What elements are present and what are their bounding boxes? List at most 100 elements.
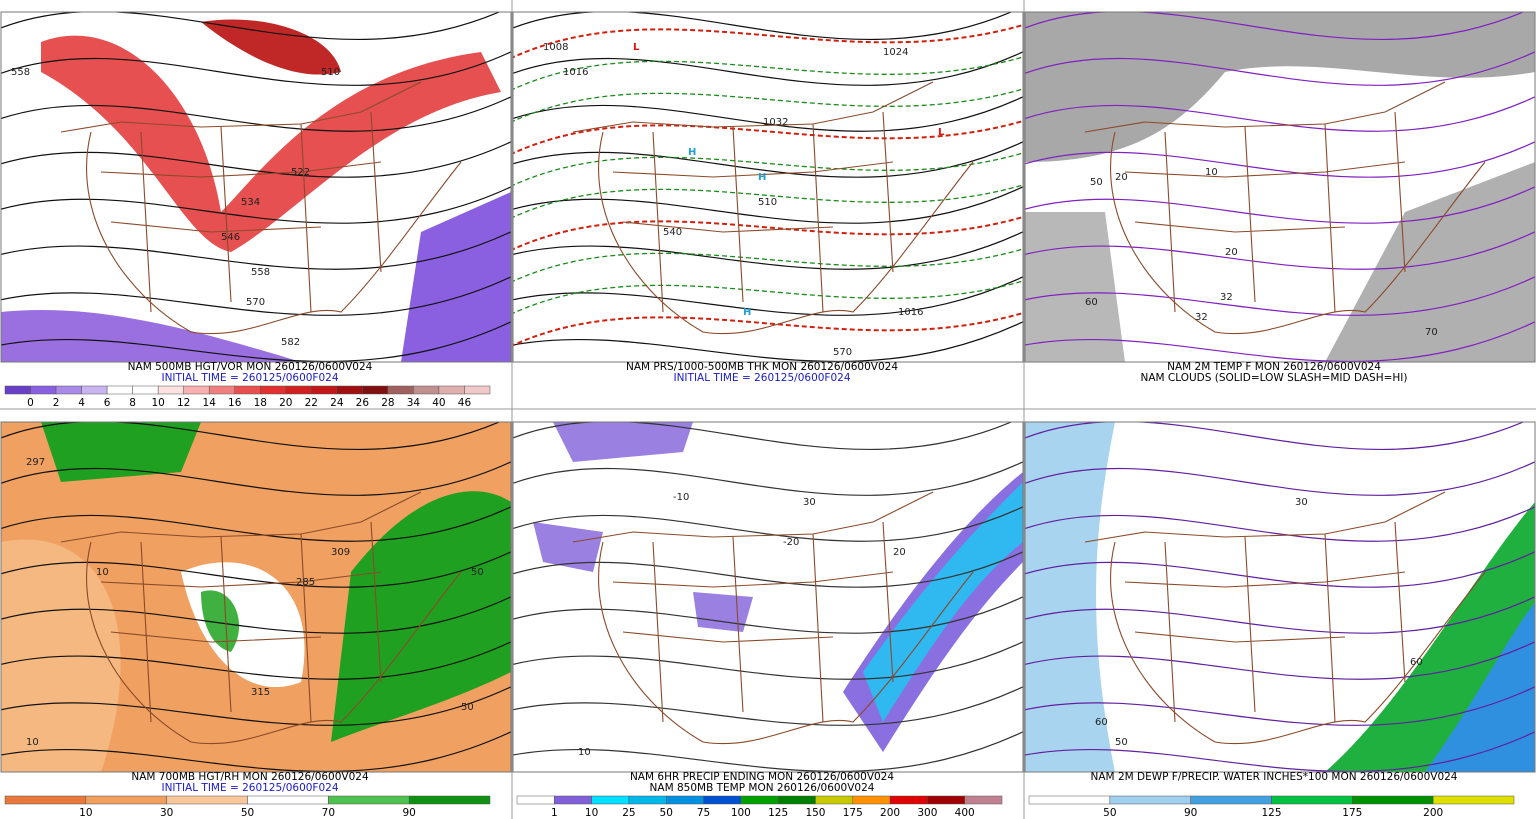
contour-label: 285 [296,577,315,588]
colorbar-swatch [740,795,779,805]
colorbar-label: 150 [805,807,825,819]
colorbar-label: 70 [322,807,335,819]
contour [1025,275,1535,316]
contour-label: 50 [471,567,484,578]
contour-label: 1008 [543,42,568,53]
colorbar-swatch [1352,795,1434,805]
colorbar-swatch [387,385,414,395]
colorbar-swatch [1271,795,1353,805]
thickness-contour [513,280,1023,315]
colorbar-swatch [516,795,555,805]
contour-label: 50 [461,702,474,713]
colorbar-label: 18 [254,397,267,409]
colorbar-swatch [889,795,928,805]
caption: NAM 2M DEWP F/PRECIP. WATER INCHES*100 M… [1091,771,1458,783]
contour [1,640,511,680]
contour [1025,50,1535,86]
colorbar-swatch [413,385,440,395]
colorbar-swatch [703,795,742,805]
caption: NAM PRS/1000-500MB THK MON 260126/0600V0… [626,361,898,373]
colorbar-swatch [30,385,57,395]
contour [513,95,1023,132]
contour [1,275,511,316]
contour-label: 534 [241,197,260,208]
contour [1,460,511,496]
caption: INITIAL TIME = 260125/0600F024 [161,782,338,794]
contour-label: -20 [783,537,799,548]
colorbar-swatch [1028,795,1111,805]
colorbar-label: 90 [1184,807,1197,819]
colorbar-swatch [438,385,465,395]
contour-label: 315 [251,687,270,698]
contour [1025,12,1525,41]
contour [1,95,511,132]
contour [513,12,1013,41]
contour [513,640,1023,680]
colorbar-label: 50 [1103,807,1116,819]
contour-label: -10 [673,492,689,503]
panel: 297 285 309 315 10 50 50 10 [0,421,512,773]
colorbar-label: 22 [305,397,318,409]
caption: INITIAL TIME = 260125/0600F024 [673,372,850,384]
contour-label: 510 [758,197,777,208]
map-background [513,12,1023,362]
caption: NAM CLOUDS (SOLID=LOW SLASH=MID DASH=HI) [1140,372,1407,384]
field-shading [1,539,121,772]
contour [513,140,1023,178]
contour [1025,422,1525,451]
colorbar-label: 125 [768,807,788,819]
panel: 558 510 522 534 546 558 570 582 [0,11,512,363]
contour-label: 10 [26,737,39,748]
colorbar-label: 10 [79,807,92,819]
field-shading [533,522,603,572]
colorbar-swatch [208,385,235,395]
contour-label: L [633,42,640,53]
field-shading [863,482,1023,722]
contour [513,730,1023,772]
contour-label: 570 [246,297,265,308]
contour [1,230,511,270]
map: -10 20 10 30 -20 [513,422,1023,772]
contour-label: 510 [321,67,340,78]
colorbar-label: 28 [381,397,394,409]
colorbar-swatch [464,385,491,395]
colorbar-label: 8 [129,397,136,409]
colorbar-swatch [362,385,389,395]
field-shading [401,192,511,362]
contour [1,685,511,726]
contour-label: 558 [11,67,30,78]
field-shading [693,592,753,632]
field-shading [41,35,501,253]
contour [1,505,511,542]
contour-label: 32 [1220,292,1233,303]
field-shading [201,590,240,652]
caption: NAM 6HR PRECIP ENDING MON 260126/0600V02… [630,771,894,783]
map: 30 50 60 60 [1025,422,1535,772]
contour-label: 582 [281,337,300,348]
thickness-contour [513,23,1023,59]
colorbar-label: 14 [203,397,217,409]
colorbar-label: 25 [622,807,635,819]
field-shading [1325,162,1535,362]
contour-label: 20 [893,547,906,558]
contour [1,185,511,224]
contour-label: 297 [26,457,45,468]
contour-label: 1032 [763,117,788,128]
colorbar-swatch [665,795,704,805]
colorbar-swatch [81,385,108,395]
colorbar-swatch [328,795,410,805]
colorbar-label: 1 [551,807,558,819]
contour-label: 570 [833,347,852,358]
colorbar-swatch [408,795,491,805]
colorbar-label: 175 [843,807,863,819]
colorbar-swatch [777,795,816,805]
map-frame [1024,11,1536,363]
field-shading [201,19,341,75]
colorbar-swatch [815,795,854,805]
contour-label: 10 [96,567,109,578]
contour [1,12,501,41]
contour-label: 60 [1410,657,1423,668]
colorbar-swatch [234,385,261,395]
colorbar-swatch [628,795,667,805]
